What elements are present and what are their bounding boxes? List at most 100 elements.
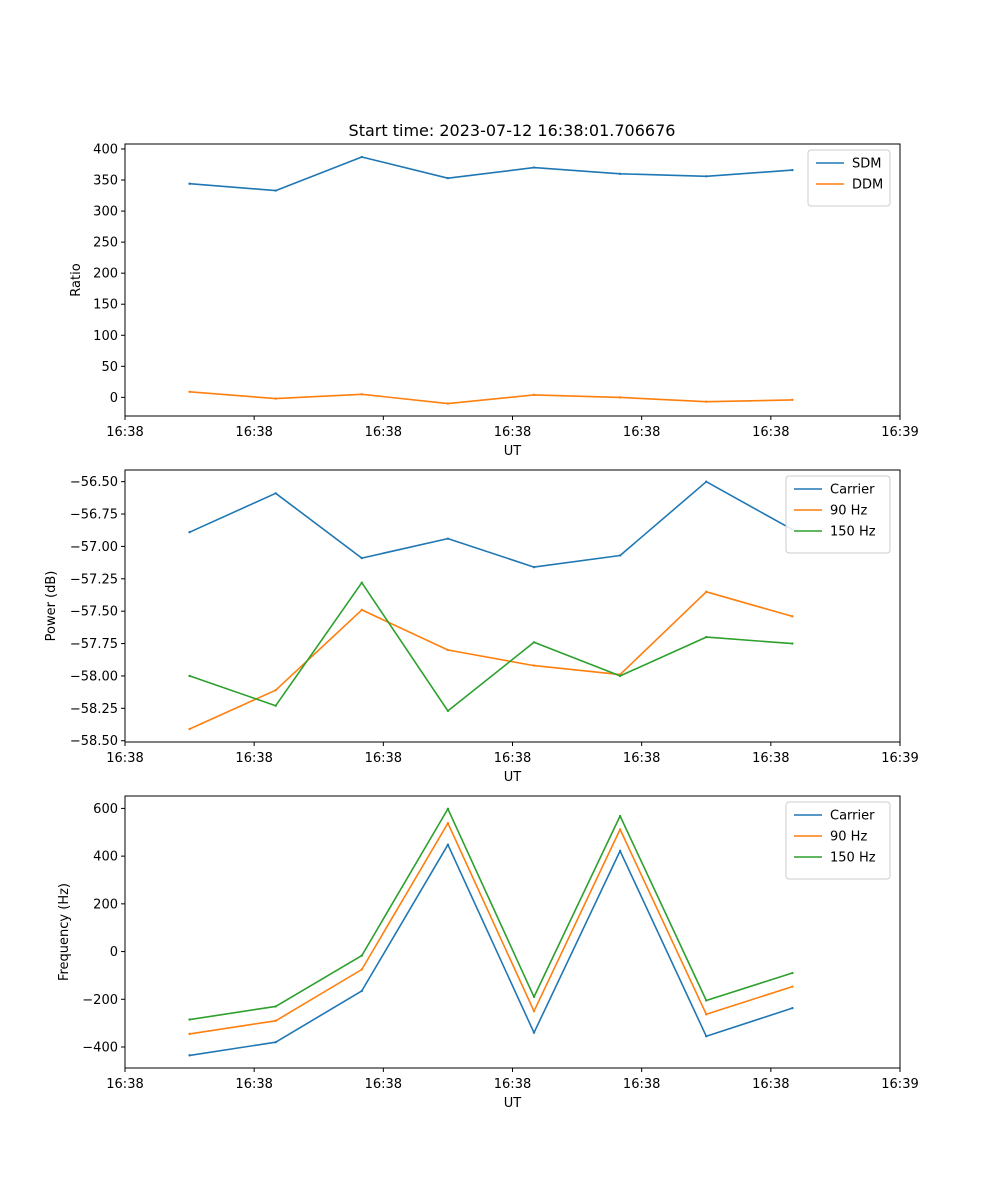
x-tick-label: 16:38 [752,425,789,440]
data-point [446,843,450,846]
x-tick-label: 16:38 [494,425,531,440]
y-tick-label: 150 [93,298,118,313]
x-tick-label: 16:38 [106,751,143,766]
x-tick-label: 16:38 [365,751,402,766]
x-tick-label: 16:38 [106,425,143,440]
y-tick-label: 400 [93,850,118,865]
legend-box [807,149,891,207]
y-tick-label: −56.75 [70,508,118,523]
legend-label: 150 Hz [830,851,876,866]
data-point [360,556,364,560]
data-point [532,641,536,644]
ratio-chart: 16:38 16:38 16:38 16:38 16:38 16:38 16:39 0 50 10… [69,142,919,459]
data-point [274,397,277,400]
data-point [188,1018,191,1021]
x-tick-label: 16:38 [623,425,660,440]
data-point [188,1054,191,1057]
legend-label: 90 Hz [830,504,867,519]
data-point [274,1019,277,1022]
data-point [705,1035,708,1038]
series-line-sdm [189,156,793,192]
y-tick-label: −57.50 [70,605,118,620]
y-tick-label: −58.00 [70,669,118,684]
y-tick-label: −57.75 [70,637,118,652]
data-point [618,828,622,831]
data-point [360,155,364,159]
x-tick-label: 16:38 [752,751,789,766]
data-point [188,1032,191,1036]
legend-label: Carrier [830,809,875,824]
data-point [532,1010,536,1013]
legend-label: SDM [852,157,881,172]
data-point [618,849,622,853]
data-point [791,971,794,975]
legend-box [785,801,891,880]
data-point [532,1031,536,1034]
y-axis-label: Power (dB) [44,571,59,642]
data-point [532,565,536,569]
series-line-150-hz [189,808,793,1021]
data-point [188,182,191,185]
data-point [274,1041,277,1044]
data-point [360,968,364,971]
x-tick-label: 16:38 [365,425,402,440]
x-tick-label: 16:38 [235,1077,272,1092]
data-point [705,635,708,639]
x-axis-label: UT [504,444,522,459]
legend-box [785,475,891,554]
data-point [446,402,450,405]
y-tick-label: 100 [93,329,118,344]
legend-label: Carrier [830,483,875,498]
x-tick-label: 16:38 [365,1077,402,1092]
data-point [188,530,191,534]
data-point [705,1013,708,1016]
x-tick-label: 16:38 [235,425,272,440]
data-point [618,674,622,678]
y-tick-label: 600 [93,802,118,817]
x-tick-label: 16:38 [752,1077,789,1092]
data-point [360,608,364,612]
y-tick-label: −57.25 [70,572,118,587]
legend-label: 90 Hz [830,830,867,845]
y-tick-label: 400 [93,142,118,157]
data-point [532,995,536,999]
y-tick-label: −56.50 [70,475,118,490]
y-tick-label: 250 [93,236,118,251]
data-point [532,393,536,397]
data-point [791,615,794,618]
data-point [360,581,364,584]
data-point [791,168,794,172]
data-point [274,704,277,707]
x-tick-label: 16:39 [881,1077,918,1092]
data-point [618,814,622,818]
y-tick-label: −400 [82,1041,118,1056]
y-tick-label: 0 [110,945,118,960]
data-point [791,985,794,988]
x-tick-label: 16:38 [106,1077,143,1092]
data-point [705,999,708,1002]
y-tick-label: −200 [82,993,118,1008]
data-point [446,176,450,180]
y-axis-label: Frequency (Hz) [57,883,72,981]
legend-label: DDM [852,178,883,193]
data-point [188,727,191,731]
data-point [705,175,708,178]
legend-label: 150 Hz [830,525,876,540]
series-line-ddm [189,391,793,405]
data-point [532,664,536,667]
y-tick-label: 0 [110,391,118,406]
data-point [188,390,191,393]
data-point [446,537,450,540]
y-tick-label: 200 [93,897,118,912]
data-point [446,709,450,713]
x-tick-label: 16:38 [494,1077,531,1092]
x-axis-label: UT [504,770,522,785]
x-tick-label: 16:39 [881,425,918,440]
data-point [446,648,450,652]
y-tick-label: −58.25 [70,702,118,717]
data-point [360,989,364,993]
y-tick-label: 200 [93,267,118,282]
y-tick-label: −58.50 [70,734,118,749]
x-axis-label: UT [504,1096,522,1111]
